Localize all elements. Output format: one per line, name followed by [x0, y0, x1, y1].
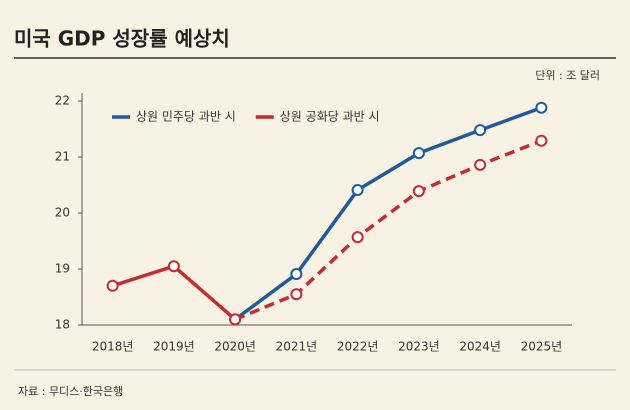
y-tick-label: 20 — [55, 206, 70, 220]
point — [412, 185, 425, 198]
legend-label: 상원 공화당 과반 시 — [280, 110, 380, 124]
point — [290, 268, 303, 281]
point — [535, 101, 548, 114]
point — [167, 260, 180, 273]
point — [106, 279, 119, 292]
point — [535, 134, 548, 147]
x-tick-label: 2019년 — [153, 340, 195, 354]
point — [229, 313, 242, 326]
series-line — [234, 106, 542, 321]
y-tick-label: 18 — [55, 318, 70, 332]
y-tick-label: 19 — [55, 262, 70, 276]
point — [351, 231, 364, 244]
chart-title: 미국 GDP 성장률 예상치 — [14, 27, 230, 51]
x-tick-label: 2024년 — [459, 340, 501, 354]
source-label: 자료 : 무디스·한국은행 — [18, 385, 123, 398]
legend-label: 상원 민주당 과반 시 — [136, 110, 236, 124]
series-line — [234, 139, 543, 322]
point — [474, 158, 487, 171]
x-tick-label: 2021년 — [276, 340, 318, 354]
unit-label: 단위 : 조 달러 — [535, 69, 600, 82]
x-tick-label: 2025년 — [521, 340, 563, 354]
point — [412, 147, 425, 160]
point — [290, 288, 303, 301]
x-tick-label: 2023년 — [398, 340, 440, 354]
point — [351, 184, 364, 197]
y-tick-label: 22 — [55, 94, 70, 108]
y-tick-label: 21 — [55, 150, 70, 164]
point — [474, 124, 487, 137]
x-tick-label: 2022년 — [337, 340, 379, 354]
x-tick-label: 2020년 — [214, 340, 256, 354]
x-tick-label: 2018년 — [92, 340, 134, 354]
